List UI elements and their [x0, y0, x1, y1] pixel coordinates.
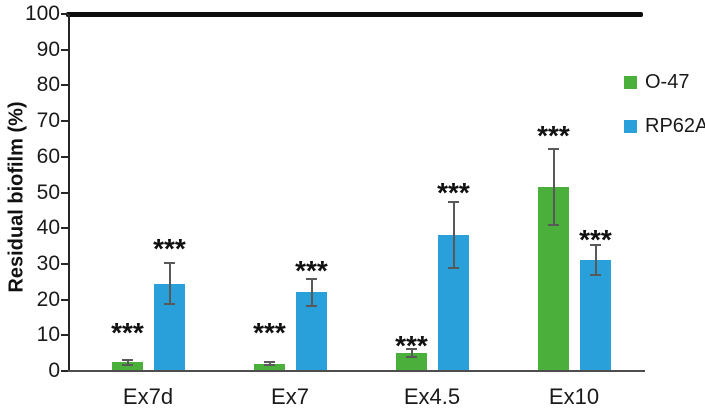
- error-bar-top-cap: [448, 201, 459, 204]
- y-tick-mark-100: [61, 13, 68, 15]
- y-tick-mark-60: [61, 155, 68, 158]
- y-tick-label-30: 30: [36, 251, 60, 275]
- error-bar-top-cap: [590, 244, 601, 247]
- legend-swatch-o-47: [624, 75, 637, 89]
- y-tick-label-70: 70: [36, 109, 60, 133]
- error-bar-o-47-ex7d: [122, 358, 133, 366]
- error-bar-bottom-cap: [448, 267, 459, 270]
- error-bar-rp62a-ex7: [306, 278, 317, 307]
- error-bar-top-cap: [164, 262, 175, 265]
- x-category-label-ex4-5: Ex4.5: [403, 384, 461, 409]
- error-bar-bottom-cap: [590, 274, 601, 277]
- y-tick-mark-30: [61, 262, 68, 265]
- error-bar-rp62a-ex10: [590, 244, 601, 277]
- significance-stars-o-47-ex10: ***: [537, 120, 570, 152]
- significance-stars-rp62a-ex10: ***: [579, 224, 612, 256]
- x-axis-line: [68, 370, 645, 372]
- error-bar-bottom-cap: [406, 356, 417, 359]
- y-tick-label-80: 80: [36, 73, 60, 97]
- top-reference-line: [66, 12, 643, 17]
- legend-item-o-47: O-47: [624, 72, 705, 92]
- y-tick-mark-40: [61, 227, 68, 230]
- error-bar-top-cap: [548, 147, 559, 150]
- y-tick-mark-80: [61, 84, 68, 87]
- error-bar-bottom-cap: [164, 302, 175, 305]
- error-bar-top-cap: [306, 278, 317, 281]
- bar-o-47-ex4-5: [396, 353, 427, 370]
- error-bar-stem: [268, 361, 271, 367]
- error-bar-bottom-cap: [264, 364, 275, 367]
- error-bar-o-47-ex10: [548, 147, 559, 227]
- significance-stars-o-47-ex4-5: ***: [395, 330, 428, 362]
- legend-label-rp62a: RP62A: [645, 115, 705, 137]
- legend-label-o-47: O-47: [645, 71, 690, 93]
- y-tick-mark-10: [61, 334, 68, 337]
- error-bar-bottom-cap: [548, 224, 559, 227]
- y-tick-label-100: 100: [24, 2, 60, 25]
- error-bar-o-47-ex4-5: [406, 347, 417, 359]
- significance-stars-rp62a-ex7: ***: [295, 255, 328, 287]
- legend: O-47 RP62A: [624, 72, 705, 136]
- y-tick-label-60: 60: [36, 144, 60, 168]
- error-bar-stem: [410, 347, 413, 359]
- y-tick-label-20: 20: [36, 287, 60, 311]
- error-bar-rp62a-ex7d: [164, 262, 175, 305]
- y-axis-line: [68, 14, 70, 371]
- y-tick-mark-20: [61, 298, 68, 301]
- error-bar-rp62a-ex4-5: [448, 201, 459, 270]
- error-bar-top-cap: [122, 358, 133, 361]
- error-bar-stem: [126, 358, 129, 366]
- y-tick-mark-50: [61, 191, 68, 194]
- significance-stars-rp62a-ex4-5: ***: [437, 176, 470, 208]
- y-tick-label-0: 0: [48, 359, 60, 382]
- error-bar-top-cap: [406, 347, 417, 350]
- error-bar-bottom-cap: [122, 363, 133, 366]
- legend-item-rp62a: RP62A: [624, 116, 705, 136]
- significance-stars-o-47-ex7: ***: [253, 316, 286, 348]
- error-bar-stem: [168, 262, 171, 305]
- y-tick-label-40: 40: [36, 216, 60, 240]
- error-bar-stem: [310, 278, 313, 307]
- y-tick-label-90: 90: [36, 37, 60, 61]
- y-tick-mark-70: [61, 120, 68, 123]
- error-bar-stem: [552, 147, 555, 227]
- bar-o-47-ex7: [254, 363, 285, 370]
- bar-rp62a-ex10: [580, 260, 611, 370]
- significance-stars-rp62a-ex7d: ***: [153, 232, 186, 264]
- bar-o-47-ex7d: [112, 362, 143, 370]
- y-tick-mark-90: [61, 48, 68, 51]
- x-category-label-ex7d: Ex7d: [122, 384, 174, 409]
- error-bar-bottom-cap: [306, 304, 317, 307]
- x-category-label-ex10: Ex10: [548, 384, 600, 409]
- significance-stars-o-47-ex7d: ***: [111, 316, 144, 348]
- x-category-label-ex7: Ex7: [271, 384, 309, 409]
- error-bar-stem: [594, 244, 597, 277]
- y-tick-label-10: 10: [36, 323, 60, 347]
- legend-swatch-rp62a: [624, 119, 637, 133]
- error-bar-stem: [452, 201, 455, 270]
- y-tick-mark-0: [61, 370, 68, 372]
- y-tick-label-50: 50: [36, 180, 60, 204]
- error-bar-o-47-ex7: [264, 361, 275, 367]
- error-bar-top-cap: [264, 361, 275, 364]
